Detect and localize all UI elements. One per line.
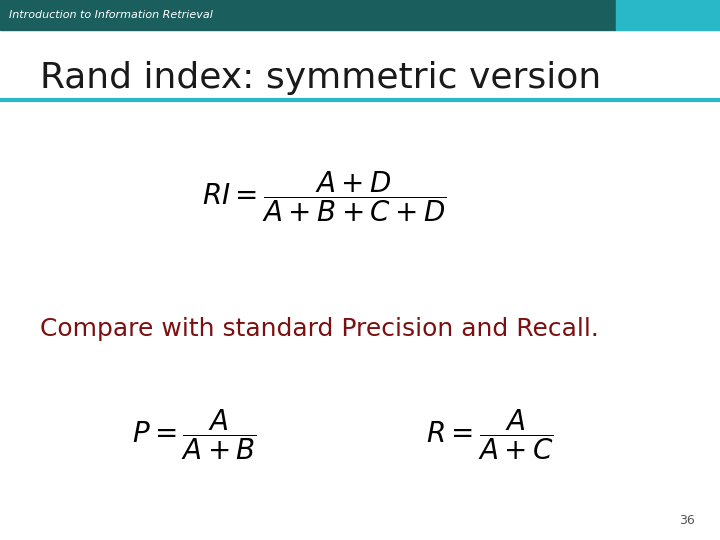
Text: Introduction to Information Retrieval: Introduction to Information Retrieval [9,10,212,20]
Text: $R = \dfrac{A}{A+C}$: $R = \dfrac{A}{A+C}$ [426,407,554,462]
Text: $RI = \dfrac{A+D}{A+B+C+D}$: $RI = \dfrac{A+D}{A+B+C+D}$ [202,170,446,225]
Text: $P = \dfrac{A}{A+B}$: $P = \dfrac{A}{A+B}$ [132,407,257,462]
Bar [616,0,720,30]
Text: Rand index: symmetric version: Rand index: symmetric version [40,62,601,95]
Bar [0,0,616,30]
Text: Compare with standard Precision and Recall.: Compare with standard Precision and Reca… [40,318,598,341]
Text: 36: 36 [679,514,695,526]
